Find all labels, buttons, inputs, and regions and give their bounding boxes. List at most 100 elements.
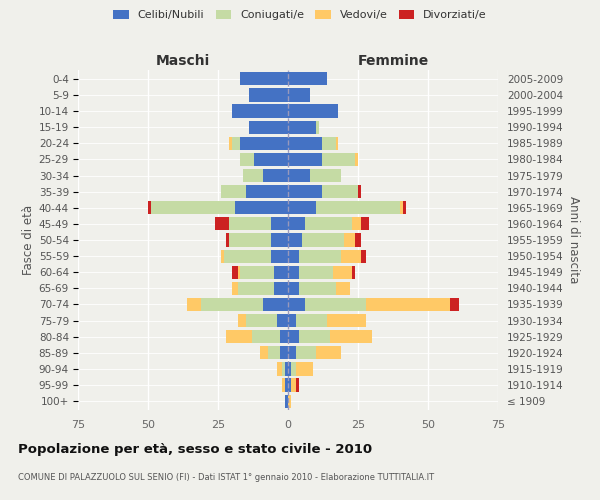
Text: COMUNE DI PALAZZUOLO SUL SENIO (FI) - Dati ISTAT 1° gennaio 2010 - Elaborazione : COMUNE DI PALAZZUOLO SUL SENIO (FI) - Da… xyxy=(18,472,434,482)
Bar xyxy=(291,362,296,376)
Bar xyxy=(355,153,358,166)
Bar xyxy=(238,266,241,279)
Bar xyxy=(335,282,350,295)
Bar xyxy=(232,104,288,118)
Bar xyxy=(238,282,274,295)
Bar xyxy=(271,234,288,246)
Bar xyxy=(403,201,406,214)
Bar xyxy=(229,136,232,150)
Bar xyxy=(274,266,288,279)
Bar xyxy=(291,378,296,392)
Bar xyxy=(246,185,288,198)
Bar xyxy=(322,185,358,198)
Bar xyxy=(288,104,338,118)
Bar xyxy=(285,378,288,392)
Bar xyxy=(283,378,285,392)
Bar xyxy=(274,282,288,295)
Bar xyxy=(316,346,341,360)
Bar xyxy=(260,346,268,360)
Text: Popolazione per età, sesso e stato civile - 2010: Popolazione per età, sesso e stato civil… xyxy=(18,442,372,456)
Bar xyxy=(288,346,296,360)
Bar xyxy=(229,218,271,230)
Bar xyxy=(241,136,288,150)
Bar xyxy=(322,153,355,166)
Bar xyxy=(232,266,238,279)
Bar xyxy=(277,314,288,327)
Bar xyxy=(288,120,316,134)
Bar xyxy=(201,298,263,311)
Bar xyxy=(288,218,305,230)
Bar xyxy=(288,88,310,102)
Bar xyxy=(367,298,451,311)
Bar xyxy=(296,378,299,392)
Bar xyxy=(280,346,288,360)
Bar xyxy=(316,120,319,134)
Bar xyxy=(288,72,327,86)
Bar xyxy=(400,201,403,214)
Bar xyxy=(288,201,316,214)
Bar xyxy=(288,234,302,246)
Bar xyxy=(241,266,274,279)
Bar xyxy=(330,330,372,344)
Bar xyxy=(288,153,322,166)
Text: Femmine: Femmine xyxy=(358,54,428,68)
Bar xyxy=(341,250,361,262)
Bar xyxy=(352,218,361,230)
Bar xyxy=(285,362,288,376)
Bar xyxy=(148,201,151,214)
Bar xyxy=(296,362,313,376)
Bar xyxy=(224,250,271,262)
Bar xyxy=(241,153,254,166)
Bar xyxy=(283,362,285,376)
Bar xyxy=(288,282,299,295)
Bar xyxy=(352,266,355,279)
Bar xyxy=(322,136,335,150)
Bar xyxy=(299,266,333,279)
Bar xyxy=(268,346,280,360)
Bar xyxy=(249,120,288,134)
Bar xyxy=(310,169,341,182)
Bar xyxy=(361,250,367,262)
Bar xyxy=(299,250,341,262)
Bar xyxy=(241,72,288,86)
Bar xyxy=(288,136,322,150)
Text: Maschi: Maschi xyxy=(156,54,210,68)
Bar xyxy=(277,362,283,376)
Bar xyxy=(271,250,288,262)
Bar xyxy=(235,201,288,214)
Y-axis label: Anni di nascita: Anni di nascita xyxy=(568,196,580,284)
Bar xyxy=(344,234,355,246)
Bar xyxy=(296,346,316,360)
Bar xyxy=(358,185,361,198)
Bar xyxy=(221,250,224,262)
Bar xyxy=(305,298,367,311)
Bar xyxy=(288,378,291,392)
Bar xyxy=(288,314,296,327)
Bar xyxy=(288,250,299,262)
Bar xyxy=(288,185,322,198)
Bar xyxy=(451,298,459,311)
Bar xyxy=(305,218,352,230)
Bar xyxy=(288,362,291,376)
Bar xyxy=(335,136,338,150)
Bar xyxy=(355,234,361,246)
Bar xyxy=(151,201,235,214)
Bar xyxy=(271,218,288,230)
Bar xyxy=(221,185,246,198)
Bar xyxy=(299,282,335,295)
Bar xyxy=(238,314,246,327)
Bar xyxy=(296,314,327,327)
Bar xyxy=(285,394,288,407)
Bar xyxy=(249,88,288,102)
Bar xyxy=(243,169,263,182)
Bar xyxy=(226,330,251,344)
Bar xyxy=(263,169,288,182)
Bar xyxy=(229,234,271,246)
Bar xyxy=(288,298,305,311)
Bar xyxy=(232,282,238,295)
Bar xyxy=(288,330,299,344)
Bar xyxy=(288,266,299,279)
Legend: Celibi/Nubili, Coniugati/e, Vedovi/e, Divorziati/e: Celibi/Nubili, Coniugati/e, Vedovi/e, Di… xyxy=(109,6,491,25)
Bar xyxy=(263,298,288,311)
Bar xyxy=(232,136,241,150)
